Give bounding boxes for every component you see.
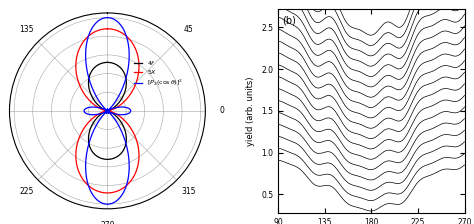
Y-axis label: yield (arb. units): yield (arb. units) bbox=[246, 76, 255, 146]
Text: (b): (b) bbox=[282, 15, 296, 25]
Legend: $4f$, $5X$, $[P_2(\cos\theta)]^2$: $4f$, $5X$, $[P_2(\cos\theta)]^2$ bbox=[134, 59, 183, 88]
